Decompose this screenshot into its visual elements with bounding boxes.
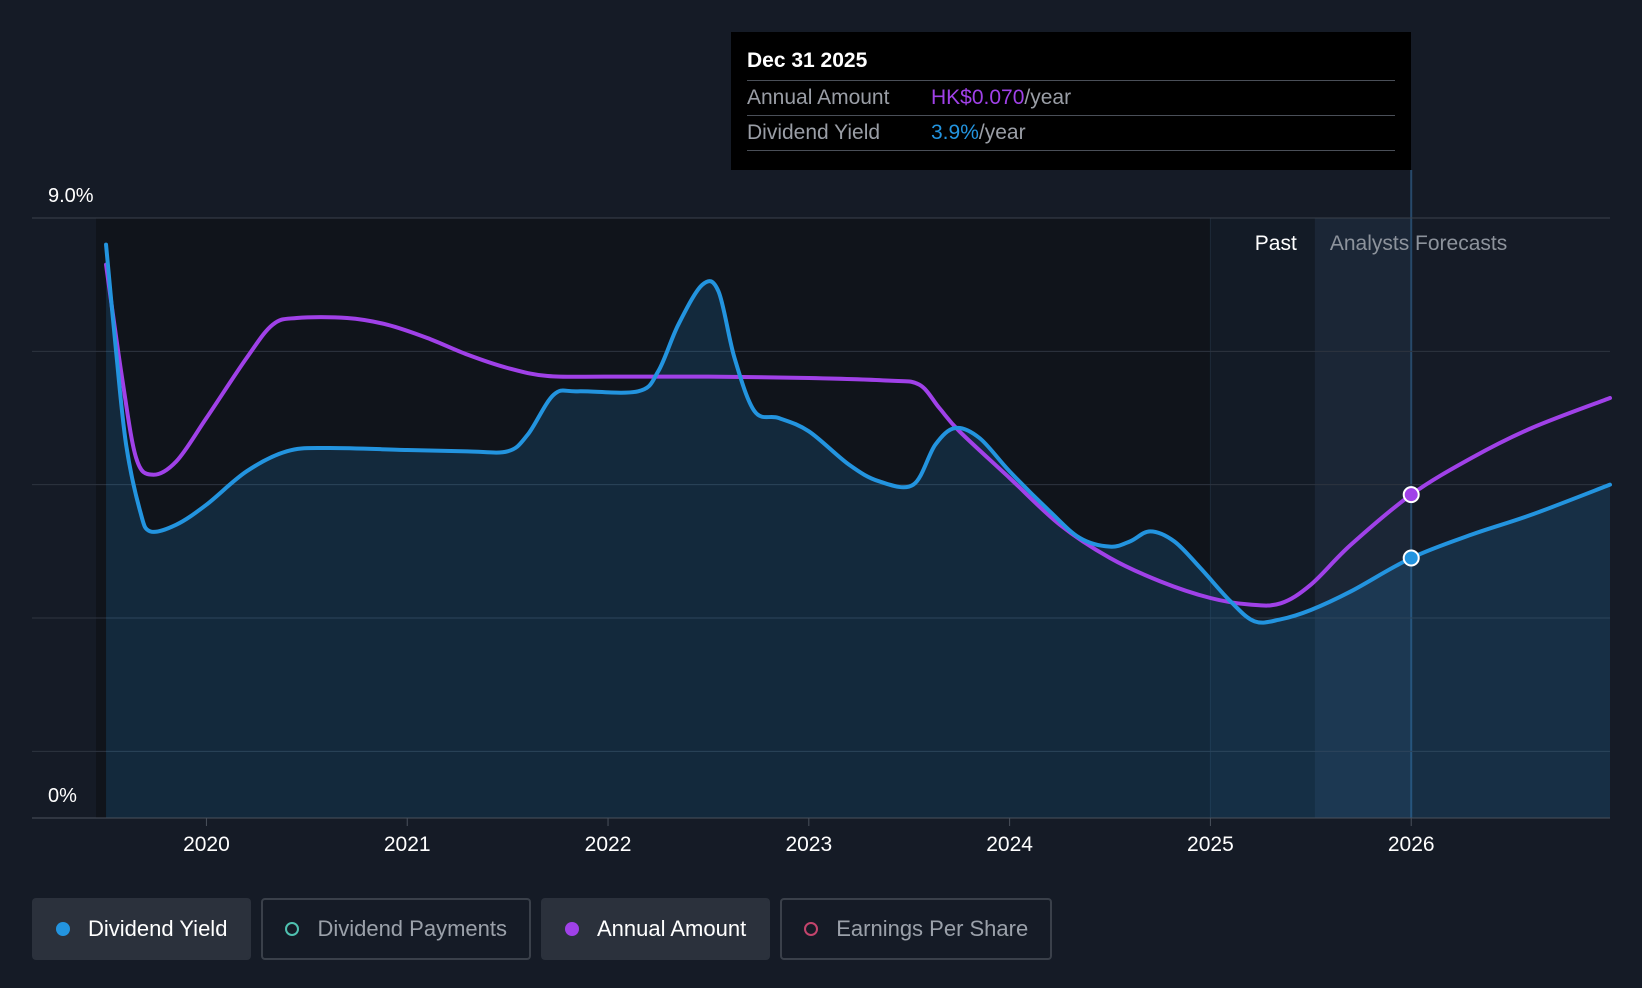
legend-label: Annual Amount	[596, 916, 747, 941]
forecast-label: Analysts Forecasts	[1330, 232, 1507, 255]
tooltip-label: Annual Amount	[747, 86, 890, 109]
x-tick-label: 2023	[785, 833, 832, 856]
dividend-yield-line	[104, 242, 1612, 625]
y-max-label: 9.0%	[48, 185, 94, 207]
legend-label: Earnings Per Share	[836, 916, 1029, 941]
hollow-circle-icon	[804, 922, 819, 936]
annual-amount-marker	[1402, 486, 1420, 504]
tooltip-row-dividend-yield: Dividend Yield 3.9% /year	[747, 115, 1395, 151]
tooltip-unit: /year	[1024, 86, 1072, 109]
legend-dividend-yield[interactable]: Dividend Yield	[32, 898, 252, 960]
x-tick-label: 2026	[1388, 833, 1435, 856]
x-tick-label: 2021	[384, 833, 431, 856]
filled-circle-icon	[56, 922, 70, 936]
tooltip-date: Dec 31 2025	[747, 49, 868, 72]
legend-label: Dividend Payments	[317, 916, 507, 941]
dividend-yield-area	[106, 244, 1610, 818]
tooltip-unit: /year	[978, 121, 1026, 144]
legend-label: Dividend Yield	[88, 916, 228, 941]
hollow-circle-icon	[285, 922, 300, 936]
forecast-highlight-band	[1314, 218, 1412, 818]
x-tick-label: 2022	[585, 833, 632, 856]
legend-earnings-per-share[interactable]: Earnings Per Share	[780, 898, 1053, 960]
legend-annual-amount[interactable]: Annual Amount	[540, 898, 771, 960]
annual-amount-line	[104, 262, 1612, 608]
filled-circle-icon	[564, 922, 579, 936]
tooltip-value: 3.9%	[931, 121, 979, 144]
tooltip-row-annual-amount: Annual Amount HK$0.070 /year	[747, 80, 1395, 115]
past-label: Past	[1255, 232, 1297, 255]
tooltip-value: HK$0.070	[931, 86, 1025, 109]
tooltip-label: Dividend Yield	[747, 121, 881, 144]
tooltip: Dec 31 2025 Annual Amount HK$0.070 /year…	[731, 32, 1411, 170]
legend: Dividend Yield Dividend Payments Annual …	[32, 898, 1053, 962]
x-tick-label: 2020	[183, 833, 230, 856]
x-tick-label: 2025	[1187, 833, 1234, 856]
legend-dividend-payments[interactable]: Dividend Payments	[261, 898, 531, 960]
x-tick-label: 2024	[986, 833, 1033, 856]
past-shade-band	[1210, 218, 1315, 818]
dividend-yield-marker	[1402, 549, 1420, 567]
y-min-label: 0%	[48, 785, 77, 807]
